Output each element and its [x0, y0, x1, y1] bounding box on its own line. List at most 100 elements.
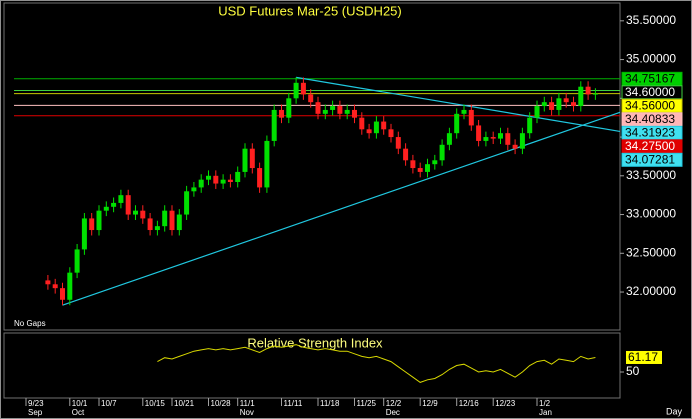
candle-body [395, 137, 401, 149]
y-tick-label: 33.50000 [626, 168, 676, 182]
gap-mode: No Gaps [14, 319, 46, 328]
candle-body [293, 82, 299, 99]
candle-body [432, 160, 438, 165]
candle-body [249, 148, 255, 169]
candle-body [227, 179, 233, 182]
x-tick-label: 12/16 [459, 399, 480, 408]
candle-body [344, 109, 350, 114]
candle-body [505, 133, 511, 145]
candle-body [89, 218, 95, 231]
rsi-title: Relative Strength Index [247, 335, 383, 350]
candle-body [235, 171, 241, 182]
candle-body [96, 210, 102, 231]
trendline [62, 111, 621, 306]
value-tag: 34.07281 [625, 152, 675, 166]
rsi-tick-label: 50 [626, 364, 640, 378]
y-tick-label: 35.00000 [626, 52, 676, 66]
candle-body [169, 210, 175, 231]
candle-body [541, 102, 547, 107]
candle-body [300, 82, 306, 95]
candle-body [563, 98, 569, 103]
candle-body [519, 133, 525, 149]
y-tick-label: 32.00000 [626, 284, 676, 298]
candle-body [381, 121, 387, 130]
chart-title: USD Futures Mar-25 (USDH25) [218, 3, 402, 18]
candle-body [439, 144, 445, 161]
x-tick-label: 11/18 [320, 399, 340, 408]
y-tick-label: 33.00000 [626, 207, 676, 221]
candle-body [118, 195, 124, 203]
candle-body [322, 109, 328, 114]
candle-body [585, 86, 591, 95]
candle-body [125, 195, 131, 215]
candle-body [417, 168, 423, 172]
x-tick-label: 1/2 [539, 399, 551, 408]
month-label: Sep [28, 408, 43, 417]
x-tick-label: 12/23 [495, 399, 516, 408]
candle-body [103, 206, 109, 211]
y-tick-label: 35.50000 [626, 13, 676, 27]
candle-body [359, 117, 365, 130]
candle-body [184, 191, 190, 215]
candle-body [140, 210, 146, 219]
value-tag: 34.27500 [625, 139, 675, 153]
candle-body [162, 210, 168, 227]
candle-body [60, 288, 65, 300]
candle-body [191, 187, 197, 192]
candle-body [264, 140, 270, 188]
x-tick-label: 11/11 [284, 399, 303, 408]
x-tick-label: 10/7 [101, 399, 117, 408]
candle-body [425, 164, 430, 172]
value-tag: 34.56000 [625, 98, 675, 112]
candle-body [498, 133, 503, 139]
x-tick-label: 10/1 [72, 399, 88, 408]
candle-body [403, 148, 409, 161]
period: Day [666, 406, 683, 416]
candle-body [133, 210, 138, 215]
candle-body [410, 160, 416, 169]
candle-body [578, 86, 584, 107]
candle-body [476, 125, 482, 141]
candle-body [176, 214, 182, 231]
candle-body [154, 226, 160, 231]
x-tick-label: 10/28 [211, 399, 232, 408]
candle-body [213, 175, 219, 184]
month-label: Dec [386, 408, 400, 417]
candle-body [527, 117, 533, 134]
candle-body [206, 175, 211, 180]
value-tag: 34.40833 [625, 112, 675, 126]
trendline [296, 76, 621, 133]
candle-body [446, 133, 452, 145]
candle-body [468, 109, 474, 126]
candle-body [242, 148, 248, 172]
candle-body [81, 218, 87, 250]
candle-body [592, 93, 598, 95]
candle-body [461, 109, 467, 114]
x-tick-label: 11/25 [357, 399, 377, 408]
candle-body [556, 98, 562, 110]
y-tick-label: 32.50000 [626, 245, 676, 259]
month-label: Jan [539, 408, 552, 417]
candle-body [279, 109, 284, 118]
candle-body [308, 94, 314, 103]
candle-body [549, 102, 555, 110]
x-tick-label: 10/15 [145, 399, 166, 408]
x-tick-label: 12/2 [386, 399, 402, 408]
rsi-panel [3, 332, 621, 399]
candle-body [571, 102, 576, 107]
month-label: Oct [72, 408, 85, 417]
candle-body [52, 284, 58, 289]
candle-body [147, 218, 153, 231]
value-tag: 34.31923 [625, 125, 675, 139]
value-tag: 34.60000 [625, 85, 675, 99]
x-tick-label: 9/23 [28, 399, 44, 408]
candle-body [373, 121, 379, 134]
candle-body [388, 129, 394, 138]
candle-body [315, 102, 321, 114]
candle-body [74, 249, 80, 273]
month-label: Nov [240, 408, 254, 417]
candle-body [490, 137, 496, 139]
